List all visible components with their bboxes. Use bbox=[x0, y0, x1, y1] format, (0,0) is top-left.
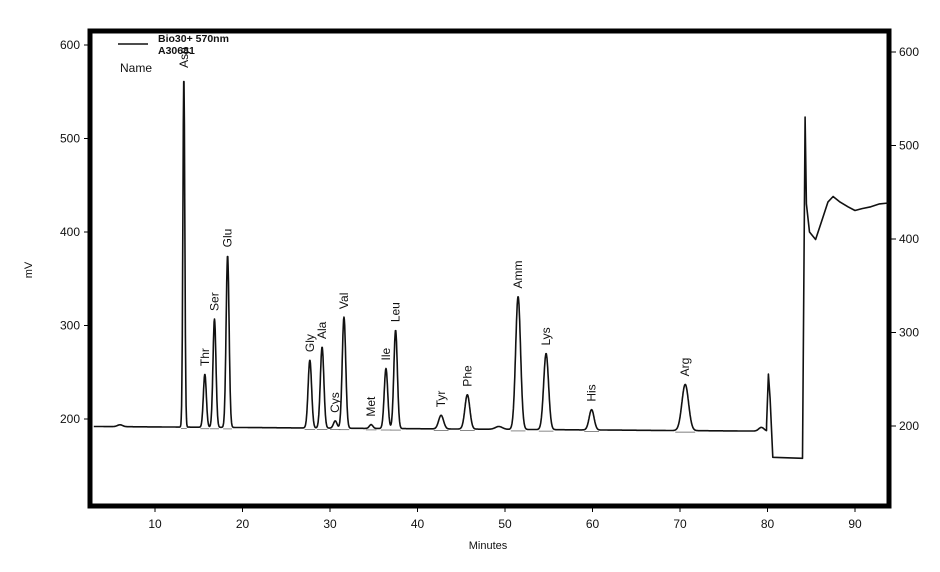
y-tick-label: 200 bbox=[60, 412, 80, 426]
x-axis: 10 20 30 40 50 60 70 80 90 bbox=[148, 506, 862, 531]
peak-label-cys: Cys bbox=[328, 392, 342, 413]
peak-label-met: Met bbox=[364, 396, 378, 417]
peak-label-gly: Gly bbox=[303, 334, 317, 352]
x-tick-label: 90 bbox=[848, 517, 862, 531]
y-tick-label: 300 bbox=[60, 319, 80, 333]
y-tick-label: 500 bbox=[60, 132, 80, 146]
x-tick-label: 70 bbox=[673, 517, 687, 531]
y-axis-title: mV bbox=[23, 261, 35, 278]
x-tick-label: 50 bbox=[498, 517, 512, 531]
plot-frame bbox=[87, 28, 892, 509]
y-tick-label: 400 bbox=[60, 225, 80, 239]
y-tick-label-right: 200 bbox=[899, 419, 919, 433]
legend-name-header: Name bbox=[120, 61, 152, 75]
x-tick-label: 10 bbox=[148, 517, 162, 531]
peak-label-val: Val bbox=[337, 293, 351, 309]
peak-label-glu: Glu bbox=[221, 229, 235, 248]
y-axis-left: 200 300 400 500 600 bbox=[60, 38, 90, 426]
peak-label-arg: Arg bbox=[678, 358, 692, 377]
peak-baselines bbox=[180, 428, 696, 433]
x-axis-title: Minutes bbox=[469, 540, 508, 552]
peak-label-thr: Thr bbox=[198, 348, 212, 366]
peak-label-his: His bbox=[585, 384, 599, 401]
peak-label-ser: Ser bbox=[208, 292, 222, 311]
x-tick-label: 60 bbox=[586, 517, 600, 531]
x-tick-label: 30 bbox=[323, 517, 337, 531]
peak-label-tyr: Tyr bbox=[434, 391, 448, 408]
peak-label-asp: Asp bbox=[177, 47, 191, 68]
x-tick-label: 80 bbox=[761, 517, 775, 531]
peak-label-ile: Ile bbox=[379, 348, 393, 361]
chromatogram-trace bbox=[93, 80, 889, 460]
y-tick-label-right: 400 bbox=[899, 232, 919, 246]
y-tick-label: 600 bbox=[60, 38, 80, 52]
peak-label-lys: Lys bbox=[539, 327, 553, 345]
y-tick-label-right: 600 bbox=[899, 45, 919, 59]
legend: Bio30+ 570nm A30681 Name bbox=[118, 33, 229, 75]
peak-label-amm: Amm bbox=[511, 261, 525, 289]
y-axis-right: 200 300 400 500 600 bbox=[889, 45, 919, 433]
y-tick-label-right: 300 bbox=[899, 326, 919, 340]
peak-label-phe: Phe bbox=[460, 365, 474, 387]
x-tick-label: 40 bbox=[411, 517, 425, 531]
legend-sample-id: A30681 bbox=[158, 45, 195, 57]
peak-label-leu: Leu bbox=[389, 302, 403, 322]
x-tick-label: 20 bbox=[236, 517, 250, 531]
legend-series-label: Bio30+ 570nm bbox=[158, 33, 229, 45]
y-tick-label-right: 500 bbox=[899, 139, 919, 153]
peak-label-ala: Ala bbox=[315, 321, 329, 339]
